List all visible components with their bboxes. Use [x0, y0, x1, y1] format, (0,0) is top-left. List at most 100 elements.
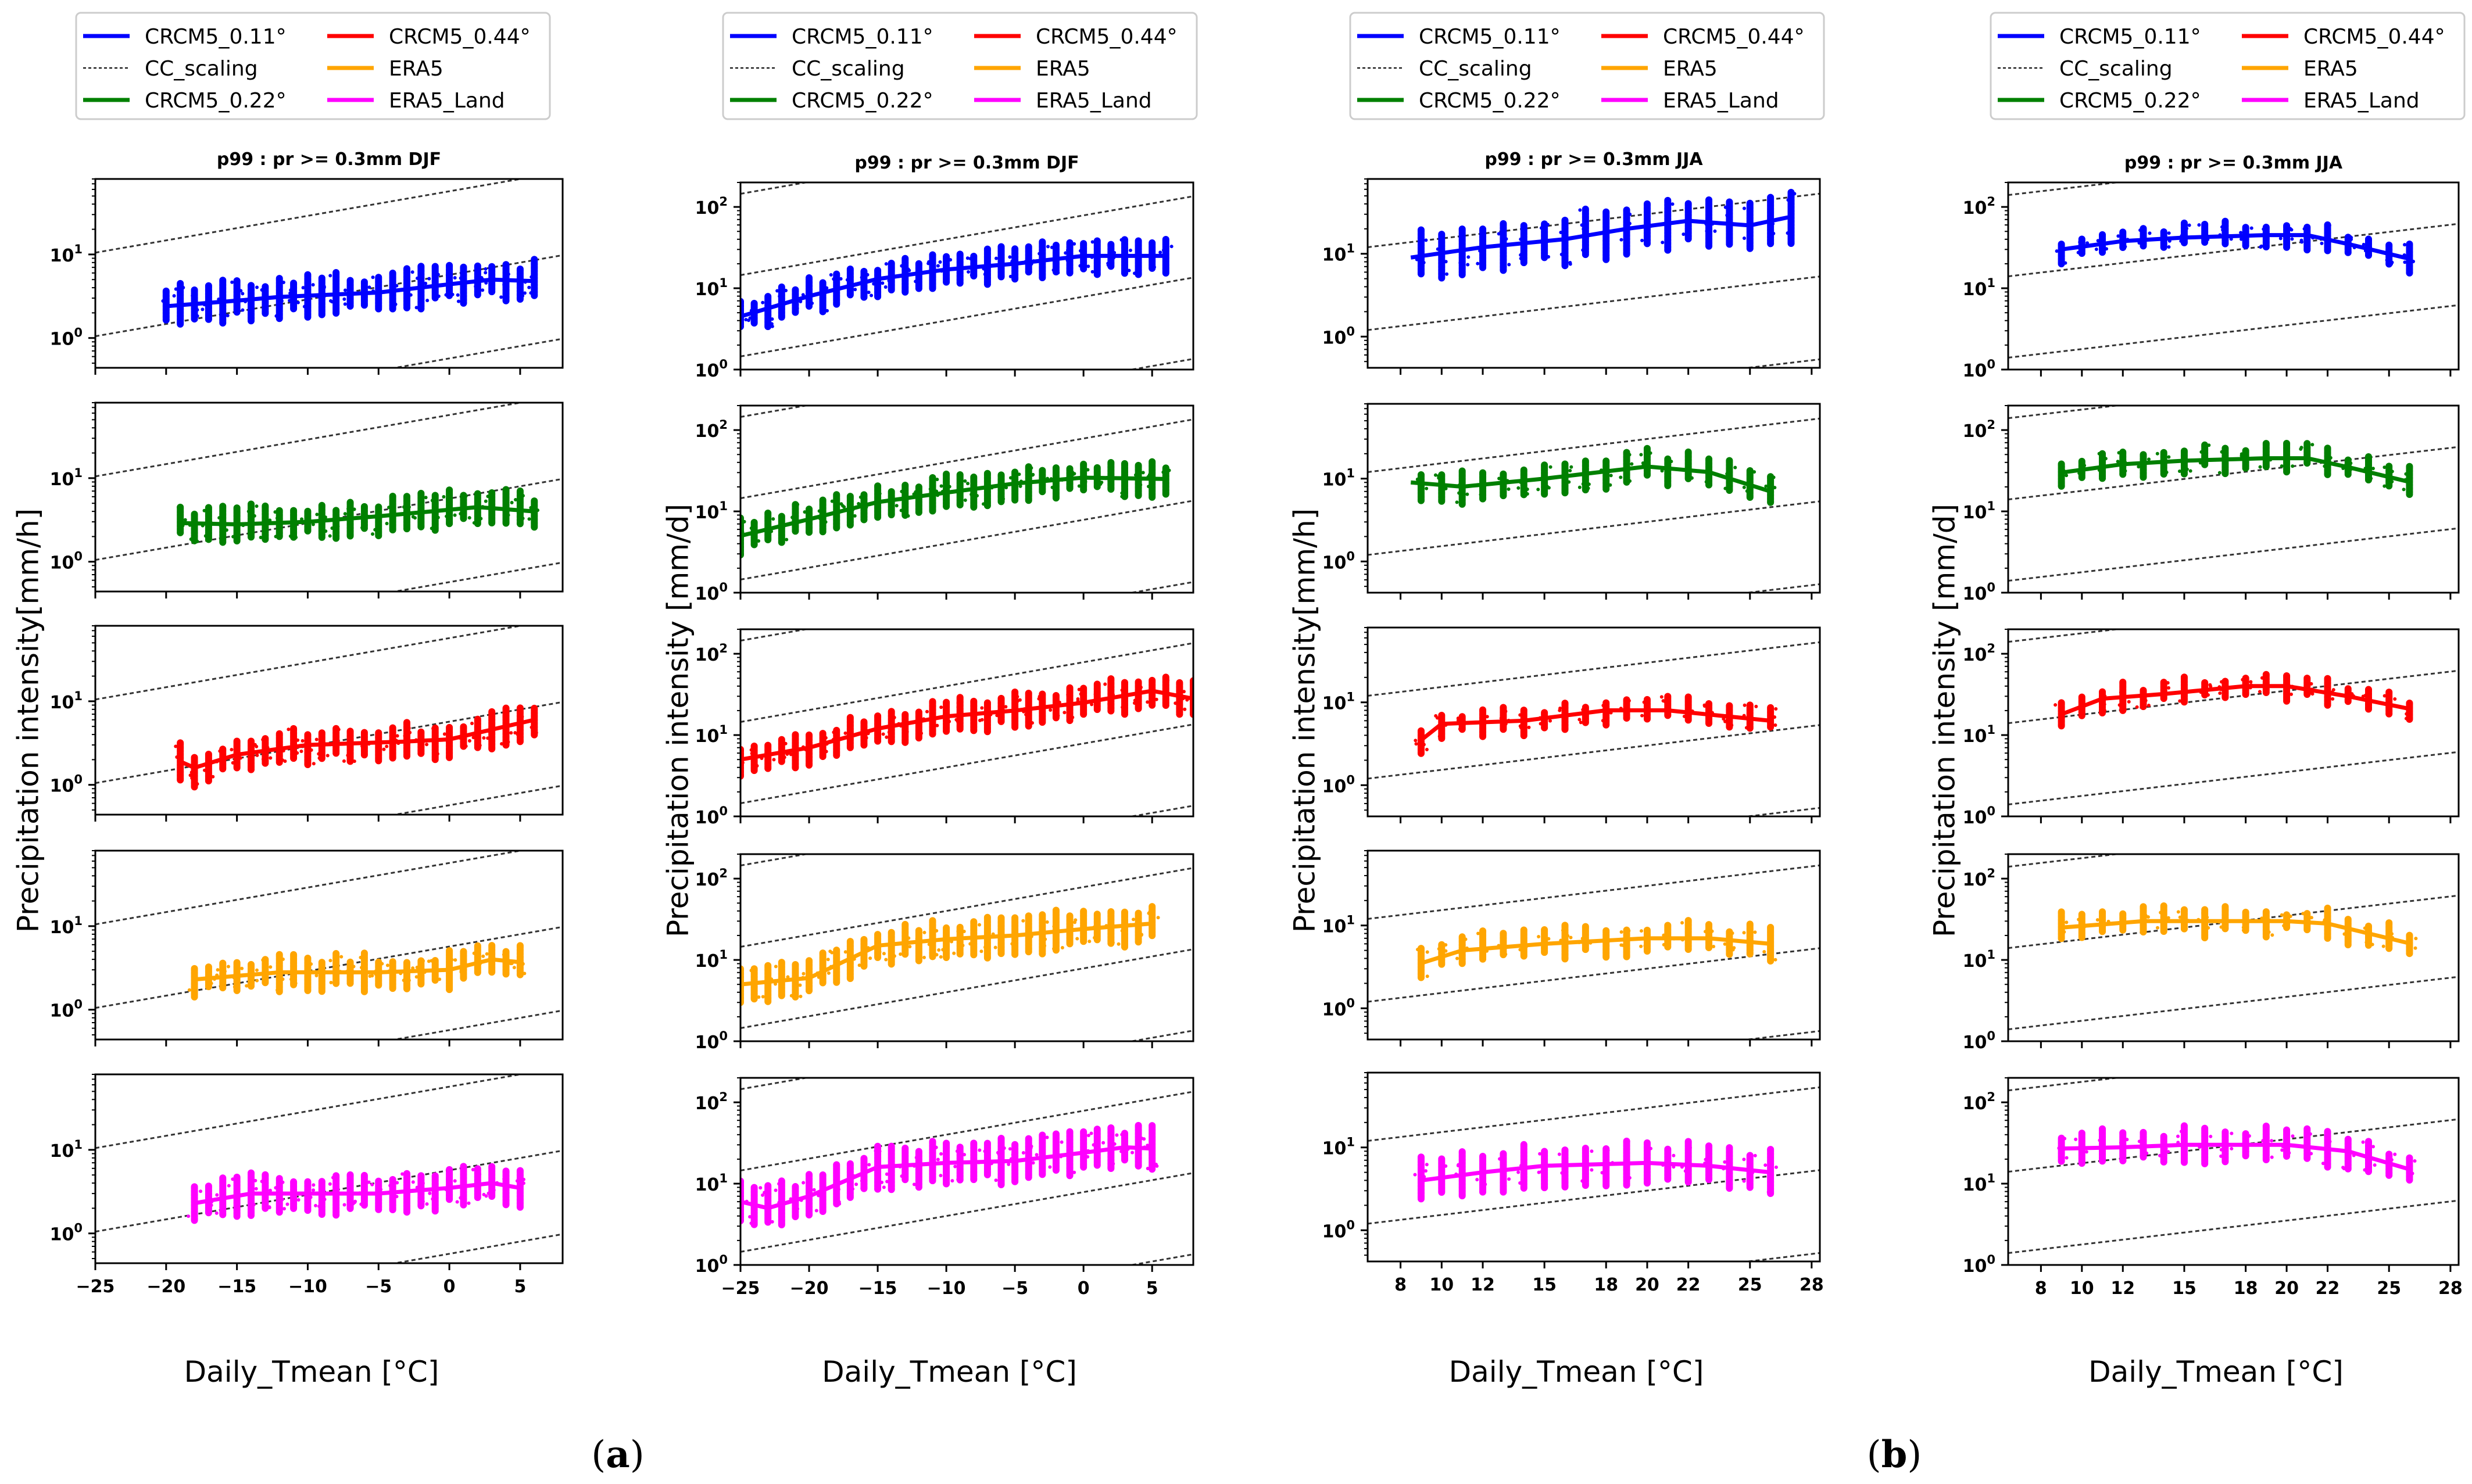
- scatter-point: [2280, 1148, 2284, 1152]
- scatter-point: [533, 708, 537, 712]
- scatter-point: [1466, 263, 1470, 267]
- scatter-point: [1579, 721, 1583, 725]
- panel-4: CRCM5_0.11°CC_scalingCRCM5_0.22°CRCM5_0.…: [1928, 12, 2466, 1389]
- scatter-point: [2217, 471, 2221, 475]
- scatter-point: [870, 293, 874, 297]
- scatter-point: [1444, 1164, 1448, 1168]
- scatter-point: [223, 314, 227, 318]
- scatter-point: [486, 1191, 491, 1195]
- scatter-point: [1730, 723, 1734, 727]
- scatter-point: [281, 1180, 285, 1184]
- y-tick-label: 102: [1963, 195, 1995, 218]
- scatter-point: [956, 270, 960, 274]
- scatter-point: [2347, 1163, 2351, 1167]
- scatter-point: [249, 511, 253, 515]
- scatter-point: [520, 512, 524, 516]
- median-line: [180, 505, 535, 526]
- scatter-point: [1090, 702, 1094, 707]
- scatter-point: [289, 288, 293, 292]
- scatter-point: [970, 273, 974, 277]
- scatter-point: [864, 736, 868, 740]
- scatter-point: [1662, 942, 1666, 947]
- scatter-point: [2182, 1150, 2186, 1155]
- scatter-point: [1128, 248, 1132, 252]
- scatter-point: [1789, 232, 1793, 236]
- panel-title: p99 : pr >= 0.3mm JJA: [2124, 153, 2343, 173]
- scatter-point: [1608, 483, 1612, 487]
- scatter-point: [2098, 1138, 2102, 1142]
- scatter-point: [375, 736, 379, 740]
- scatter-point: [339, 955, 344, 959]
- scatter-point: [1131, 1150, 1135, 1155]
- scatter-point: [467, 1201, 471, 1205]
- scatter-point: [2262, 227, 2266, 231]
- y-tick-label: 100: [50, 773, 83, 797]
- scatter-point: [209, 981, 213, 985]
- scatter-point: [175, 755, 179, 759]
- panel-2: CRCM5_0.11°CC_scalingCRCM5_0.22°CRCM5_0.…: [661, 12, 1198, 1389]
- scatter-point: [1707, 933, 1711, 937]
- scatter-point: [1042, 472, 1046, 476]
- scatter-point: [997, 926, 1001, 930]
- scatter-point: [1639, 453, 1643, 457]
- scatter-point: [403, 734, 407, 738]
- scatter-point: [1536, 488, 1540, 492]
- scatter-point: [1425, 748, 1429, 752]
- scatter-point: [986, 922, 990, 926]
- scatter-point: [352, 759, 356, 763]
- scatter-point: [320, 290, 324, 294]
- scatter-point: [1132, 917, 1136, 922]
- scatter-point: [1052, 924, 1056, 929]
- scatter-point: [827, 971, 831, 975]
- scatter-point: [1060, 946, 1064, 950]
- scatter-point: [1707, 465, 1711, 469]
- median-line: [2061, 233, 2410, 261]
- scatter-point: [1769, 715, 1773, 719]
- scatter-point: [230, 280, 234, 284]
- scatter-point: [766, 1210, 770, 1214]
- scatter-point: [400, 1172, 405, 1176]
- scatter-point: [922, 930, 926, 934]
- scatter-point: [1644, 1175, 1648, 1179]
- legend-frame: [1349, 12, 1825, 120]
- scatter-point: [999, 257, 1003, 261]
- scatter-point: [188, 773, 192, 777]
- scatter-point: [1099, 482, 1103, 486]
- scatter-point: [1079, 249, 1083, 253]
- legend-label: ERA5_Land: [1036, 89, 1152, 113]
- scatter-point: [1518, 948, 1522, 952]
- x-tick-label: −25: [76, 1277, 115, 1297]
- legend-label: ERA5_Land: [2303, 89, 2420, 113]
- x-axis-label: Daily_Tmean [°C]: [1449, 1355, 1704, 1389]
- scatter-point: [520, 715, 524, 719]
- scatter-point: [1416, 948, 1420, 952]
- scatter-point: [484, 267, 488, 271]
- cc-scaling-line: [2008, 386, 2459, 439]
- scatter-point: [425, 299, 430, 303]
- scatter-point: [2300, 240, 2304, 244]
- scatter-point: [2287, 1151, 2291, 1155]
- scatter-point: [208, 309, 212, 313]
- scatter-point: [478, 1173, 482, 1177]
- scatter-point: [187, 988, 191, 992]
- legend-label: CRCM5_0.22°: [1419, 89, 1561, 113]
- scatter-point: [459, 512, 463, 516]
- scatter-point: [2263, 446, 2267, 450]
- scatter-point: [1072, 1170, 1076, 1174]
- scatter-point: [294, 535, 298, 539]
- scatter-point: [849, 741, 853, 745]
- scatter-point: [231, 761, 235, 765]
- scatter-point: [1723, 719, 1727, 723]
- scatter-point: [1060, 1140, 1064, 1144]
- scatter-point: [502, 952, 506, 956]
- scatter-point: [232, 985, 237, 989]
- scatter-point: [2403, 260, 2407, 264]
- scatter-point: [986, 1169, 990, 1173]
- scatter-point: [1011, 1153, 1015, 1157]
- scatter-point: [1119, 238, 1124, 242]
- scatter-point: [1685, 1177, 1689, 1181]
- scatter-point: [908, 945, 912, 949]
